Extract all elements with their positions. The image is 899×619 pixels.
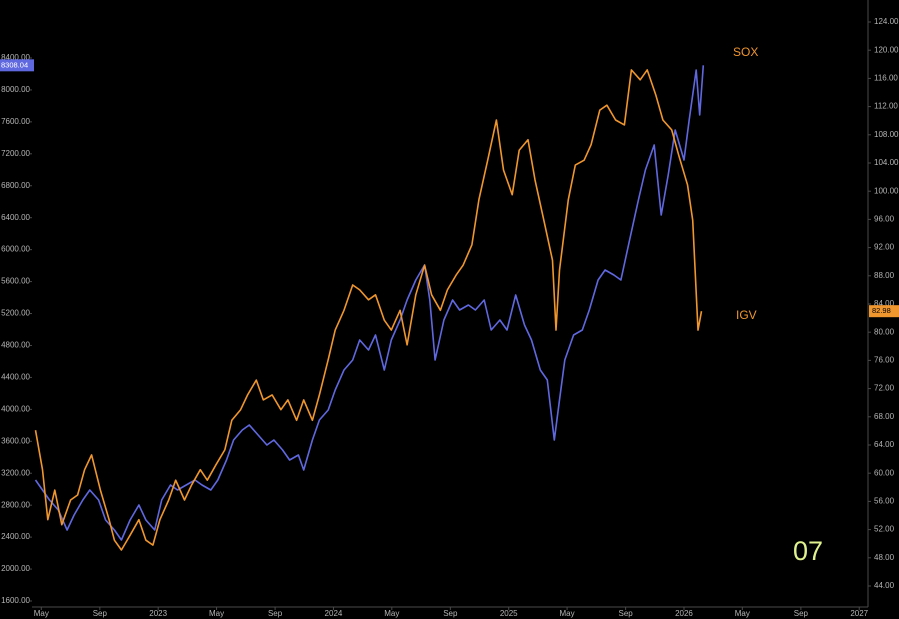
last-value-box xyxy=(869,305,899,318)
y2-tick-label: 96.00 xyxy=(874,215,895,224)
y2-tick-label: 60.00 xyxy=(874,468,895,477)
y-tick-label: 8400.00 xyxy=(1,53,30,62)
y2-tick-label: 84.00 xyxy=(874,299,895,308)
x-tick-label: Sep xyxy=(93,609,108,618)
x-tick-label: May xyxy=(209,609,224,618)
x-tick-label: Sep xyxy=(794,609,809,618)
x-tick-label: May xyxy=(735,609,750,618)
x-tick-label: May xyxy=(560,609,575,618)
y-tick-label: 2000.00 xyxy=(1,564,30,573)
series-line xyxy=(34,69,703,551)
y2-tick-label: 120.00 xyxy=(874,45,899,54)
y2-tick-label: 112.00 xyxy=(874,102,898,111)
y2-tick-label: 64.00 xyxy=(874,440,895,449)
y-tick-label: 2800.00 xyxy=(1,500,30,509)
annotation: 07 xyxy=(793,536,823,566)
last-value-label: 8308.04 xyxy=(1,60,28,69)
y2-tick-label: 116.00 xyxy=(874,74,898,83)
y-tick-label: 5200.00 xyxy=(1,309,30,318)
y2-tick-label: 104.00 xyxy=(874,158,899,167)
y-tick-label: 4400.00 xyxy=(1,373,30,382)
y-tick-label: 7600.00 xyxy=(1,117,30,126)
y2-tick-label: 48.00 xyxy=(874,553,895,562)
y2-tick-label: 80.00 xyxy=(874,327,895,336)
y-tick-label: 2400.00 xyxy=(1,532,30,541)
y2-tick-label: 44.00 xyxy=(874,581,895,590)
x-tick-label: May xyxy=(384,609,399,618)
x-tick-label: 2024 xyxy=(325,609,343,618)
x-tick-label: Sep xyxy=(443,609,458,618)
y-tick-label: 4000.00 xyxy=(1,404,30,413)
y2-tick-label: 108.00 xyxy=(874,130,899,139)
y-tick-label: 1600.00 xyxy=(1,596,30,605)
y-tick-label: 7200.00 xyxy=(1,149,30,158)
series-line xyxy=(34,65,705,541)
y-tick-label: 4800.00 xyxy=(1,341,30,350)
series-label: SOX xyxy=(733,45,758,59)
y2-tick-label: 124.00 xyxy=(874,17,899,26)
series-label: IGV xyxy=(736,308,757,322)
x-tick-label: Sep xyxy=(268,609,283,618)
x-tick-label: 2025 xyxy=(500,609,518,618)
y-tick-label: 6800.00 xyxy=(1,181,30,190)
y2-tick-label: 88.00 xyxy=(874,271,895,280)
y-tick-label: 5600.00 xyxy=(1,277,30,286)
last-value-label: 82.98 xyxy=(872,306,891,315)
y-tick-label: 8000.00 xyxy=(1,85,30,94)
x-tick-label: 2023 xyxy=(149,609,167,618)
y2-tick-label: 100.00 xyxy=(874,186,899,195)
y-tick-label: 6000.00 xyxy=(1,245,30,254)
y-tick-label: 3200.00 xyxy=(1,468,30,477)
y2-tick-label: 52.00 xyxy=(874,525,895,534)
y-tick-label: 3600.00 xyxy=(1,436,30,445)
y2-tick-label: 72.00 xyxy=(874,384,895,393)
x-tick-label: May xyxy=(34,609,49,618)
x-tick-label: Sep xyxy=(618,609,633,618)
x-tick-label: 2027 xyxy=(850,609,868,618)
y2-tick-label: 92.00 xyxy=(874,243,895,252)
y2-tick-label: 56.00 xyxy=(874,497,895,506)
x-tick-label: 2026 xyxy=(675,609,693,618)
y2-tick-label: 68.00 xyxy=(874,412,895,421)
last-value-box xyxy=(0,59,34,72)
y2-tick-label: 76.00 xyxy=(874,356,895,365)
y-tick-label: 6400.00 xyxy=(1,213,30,222)
